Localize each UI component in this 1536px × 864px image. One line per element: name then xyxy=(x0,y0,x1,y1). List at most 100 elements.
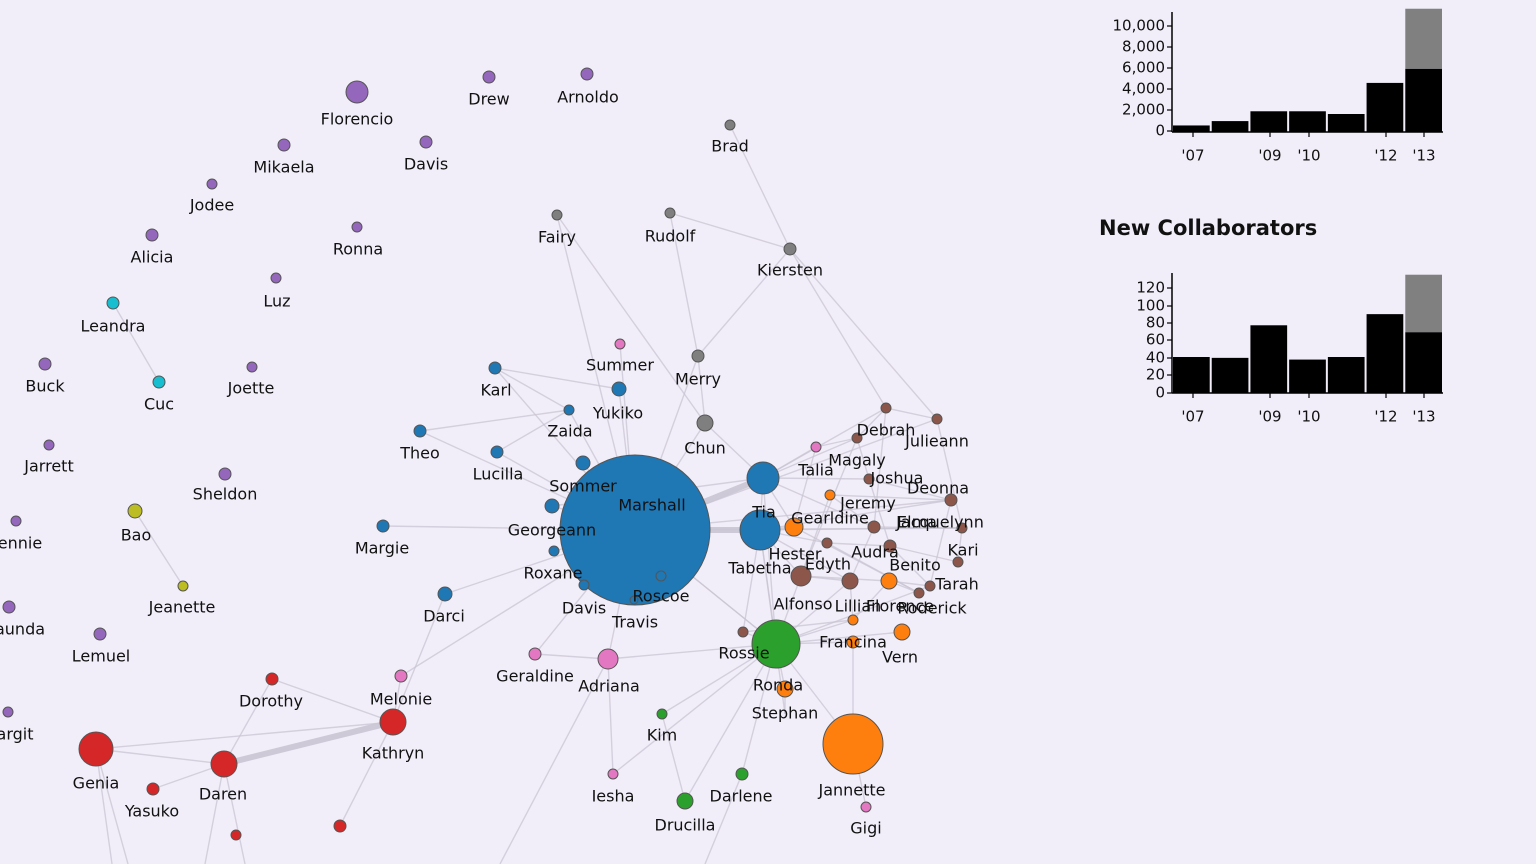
node-cuc[interactable] xyxy=(152,375,166,389)
bar-2010[interactable] xyxy=(1289,111,1326,132)
node-jodee[interactable] xyxy=(206,178,218,190)
bar-2012[interactable] xyxy=(1366,82,1404,132)
node-roscoe[interactable] xyxy=(655,570,667,582)
node-mikaela[interactable] xyxy=(277,138,291,152)
node-luz[interactable] xyxy=(270,272,282,284)
node-gearldine[interactable] xyxy=(784,517,804,537)
node-geraldine[interactable] xyxy=(528,647,542,661)
node-bao[interactable] xyxy=(127,503,143,519)
node-aunda[interactable] xyxy=(2,600,16,614)
node-elma[interactable] xyxy=(867,520,881,534)
node-leandra[interactable] xyxy=(106,296,120,310)
node-davis[interactable] xyxy=(419,135,433,149)
node-darci[interactable] xyxy=(437,586,453,602)
node-lemuel[interactable] xyxy=(93,627,107,641)
bar-2012[interactable] xyxy=(1366,314,1404,393)
node-jeremy[interactable] xyxy=(824,489,836,501)
node-benito[interactable] xyxy=(883,539,897,553)
bar-2011[interactable] xyxy=(1327,114,1365,132)
node-karl[interactable] xyxy=(488,361,502,375)
node-buck[interactable] xyxy=(38,357,52,371)
node-daren[interactable] xyxy=(210,750,238,778)
node-sommer[interactable] xyxy=(575,455,591,471)
node-talia[interactable] xyxy=(810,441,822,453)
node-kim[interactable] xyxy=(656,708,668,720)
node-jannette[interactable] xyxy=(822,713,884,775)
node-joette[interactable] xyxy=(246,361,258,373)
node-debrah[interactable] xyxy=(880,402,892,414)
node-ronda[interactable] xyxy=(776,680,794,698)
node-zaida[interactable] xyxy=(563,404,575,416)
bar-2013-projected[interactable] xyxy=(1405,274,1442,333)
bar-2007[interactable] xyxy=(1173,125,1210,132)
node-yukiko[interactable] xyxy=(611,381,627,397)
bar-2011[interactable] xyxy=(1327,357,1365,393)
node-roxane[interactable] xyxy=(548,545,560,557)
node-hester[interactable] xyxy=(790,565,812,587)
node-drew[interactable] xyxy=(482,70,496,84)
node-travis[interactable] xyxy=(629,595,639,605)
node-arnoldo[interactable] xyxy=(580,67,594,81)
node-jarrett[interactable] xyxy=(43,439,55,451)
node-tia[interactable] xyxy=(746,461,780,495)
node-iesha[interactable] xyxy=(607,768,619,780)
node-florencio[interactable] xyxy=(345,80,369,104)
node-merry[interactable] xyxy=(691,349,705,363)
bar-2013[interactable] xyxy=(1405,332,1442,393)
node-alicia[interactable] xyxy=(145,228,159,242)
node-julieann[interactable] xyxy=(931,413,943,425)
bar-2008[interactable] xyxy=(1211,357,1249,393)
node-alfonso[interactable] xyxy=(737,626,749,638)
node-drucilla[interactable] xyxy=(676,792,694,810)
node-jacquelynn[interactable] xyxy=(956,522,968,534)
node-kathryn[interactable] xyxy=(379,708,407,736)
node-genia[interactable] xyxy=(78,731,114,767)
node-tarah[interactable] xyxy=(924,580,936,592)
node-kiersten[interactable] xyxy=(783,242,797,256)
node-argit[interactable] xyxy=(2,706,14,718)
bar-2013-projected[interactable] xyxy=(1405,8,1442,69)
node-deonna[interactable] xyxy=(944,493,958,507)
node-summer[interactable] xyxy=(614,338,626,350)
bar-2007[interactable] xyxy=(1173,357,1210,393)
node-chun[interactable] xyxy=(696,414,714,432)
node-magaly[interactable] xyxy=(851,432,863,444)
node-ronna[interactable] xyxy=(351,221,363,233)
node-adriana[interactable] xyxy=(597,648,619,670)
node-florence[interactable] xyxy=(880,572,898,590)
node-yasuko[interactable] xyxy=(146,782,160,796)
bar-2008[interactable] xyxy=(1211,121,1249,132)
node-dorothy[interactable] xyxy=(265,672,279,686)
node-theo[interactable] xyxy=(413,424,427,438)
node-unlabeled-1[interactable] xyxy=(333,819,347,833)
node-jeanette[interactable] xyxy=(177,580,189,592)
node-lillian[interactable] xyxy=(847,614,859,626)
node-vern[interactable] xyxy=(893,623,911,641)
node-tabetha[interactable] xyxy=(739,509,781,551)
bar-2010[interactable] xyxy=(1289,359,1326,393)
bar-2009[interactable] xyxy=(1250,325,1288,393)
bar-2013[interactable] xyxy=(1405,68,1442,132)
node-fairy[interactable] xyxy=(551,209,563,221)
node-sheldon[interactable] xyxy=(218,467,232,481)
node-rudolf[interactable] xyxy=(664,207,676,219)
node-rossie[interactable] xyxy=(751,619,801,669)
node-marshall[interactable] xyxy=(559,454,711,606)
node-kari[interactable] xyxy=(952,556,964,568)
node-francina[interactable] xyxy=(846,635,860,649)
node-audra[interactable] xyxy=(821,537,833,549)
node-darlene[interactable] xyxy=(735,767,749,781)
node-edyth[interactable] xyxy=(841,572,859,590)
node-melonie[interactable] xyxy=(394,669,408,683)
node-lucilla[interactable] xyxy=(490,445,504,459)
node-joshua[interactable] xyxy=(863,473,875,485)
node-margie[interactable] xyxy=(376,519,390,533)
node-brad[interactable] xyxy=(724,119,736,131)
node-ennie[interactable] xyxy=(10,515,22,527)
node-georgeann[interactable] xyxy=(544,498,560,514)
node-roderick[interactable] xyxy=(913,587,925,599)
bar-2009[interactable] xyxy=(1250,111,1288,132)
node-unlabeled-0[interactable] xyxy=(230,829,242,841)
node-gigi[interactable] xyxy=(860,801,872,813)
node-davis[interactable] xyxy=(578,579,590,591)
